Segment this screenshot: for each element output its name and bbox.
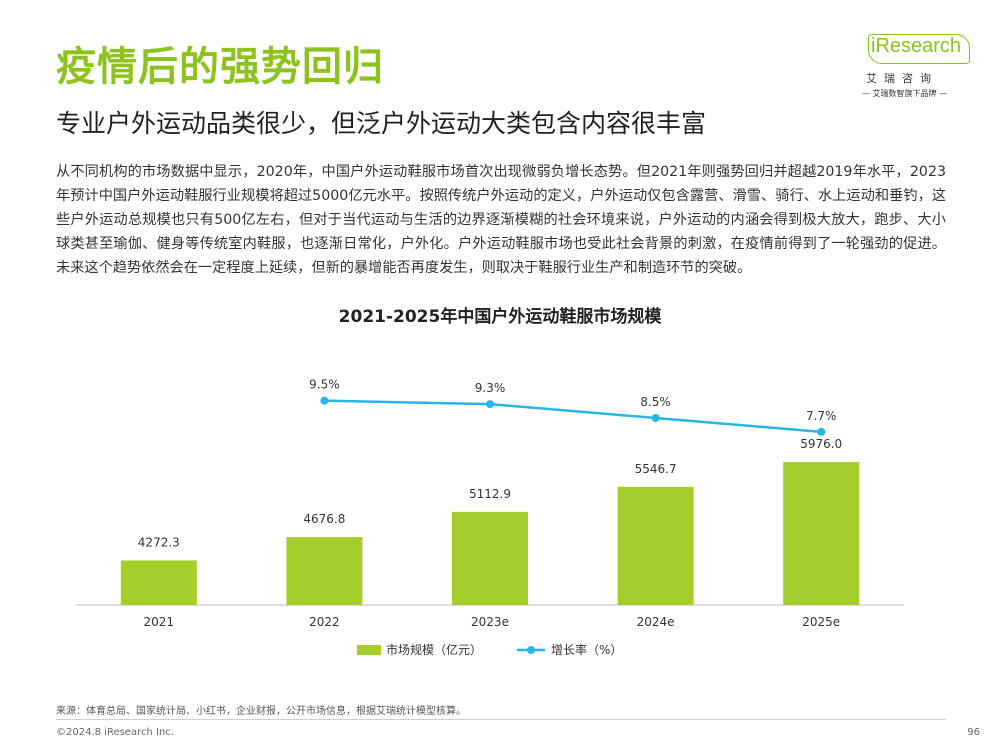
- growth-point-2023e: [486, 400, 494, 409]
- bar-2022: [286, 537, 363, 605]
- logo-slogan: — 艾瑞数智旗下品牌 —: [862, 89, 948, 98]
- x-tick-label-2022: 2022: [309, 615, 340, 629]
- legend-swatch-bar: [357, 645, 381, 655]
- growth-rate-line: [324, 399, 822, 434]
- x-tick-label-2024e: 2024e: [637, 615, 675, 629]
- growth-point-2024e: [651, 414, 660, 422]
- bar-value-label-2024e: 5546.7: [635, 462, 677, 476]
- legend-label-line: 增长率（%）: [551, 642, 622, 657]
- bar-2023e: [452, 511, 528, 605]
- growth-label-2022: 9.5%: [309, 378, 340, 392]
- bar-value-label-2021: 4272.3: [138, 535, 180, 549]
- bar-2025e: [783, 462, 860, 605]
- bar-2024e: [617, 486, 694, 605]
- growth-point-2022: [320, 396, 329, 405]
- page-subtitle: 专业户外运动品类很少，但泛户外运动大类包含内容很丰富: [56, 109, 707, 138]
- logo-frame: iResearch: [868, 34, 970, 64]
- copyright-text: ©2024.8 iResearch Inc.: [56, 727, 174, 738]
- growth-label-2023e: 9.3%: [475, 381, 506, 395]
- legend-label-bar: 市场规模（亿元）: [386, 642, 482, 657]
- footer-divider: [56, 719, 946, 720]
- page-number: 96: [967, 727, 980, 738]
- source-note: 来源：体育总局、国家统计局、小红书，企业财报，公开市场信息，根据艾瑞统计模型核算…: [56, 706, 466, 717]
- bar-value-label-2023e: 5112.9: [469, 487, 511, 501]
- iresearch-logo: iResearch 艾瑞咨询 — 艾瑞数智旗下品牌 —: [858, 34, 978, 104]
- growth-label-2025e: 7.7%: [806, 409, 837, 423]
- logo-cn-text: 艾瑞咨询: [866, 72, 938, 85]
- page-title: 疫情后的强势回归: [56, 44, 384, 90]
- growth-point-2025e: [817, 427, 826, 436]
- growth-label-2024e: 8.5%: [640, 395, 671, 409]
- x-tick-label-2021: 2021: [144, 615, 175, 629]
- chart-title: 2021-2025年中国户外运动鞋服市场规模: [338, 307, 662, 327]
- bar-value-label-2025e: 5976.0: [800, 437, 842, 451]
- x-tick-label-2023e: 2023e: [471, 615, 509, 629]
- legend-swatch-marker: [527, 646, 535, 654]
- bar-2021: [120, 560, 197, 605]
- x-tick-label-2025e: 2025e: [802, 615, 840, 629]
- body-paragraph: 从不同机构的市场数据中显示，2020年，中国户外运动鞋服市场首次出现微弱负增长态…: [56, 164, 946, 276]
- bar-value-label-2022: 4676.8: [303, 512, 345, 526]
- logo-brand-text: iResearch: [871, 35, 962, 57]
- market-size-chart: 4272.3 2021 4676.8 2022 5112.9 2023e 5546.7 202…: [76, 378, 904, 657]
